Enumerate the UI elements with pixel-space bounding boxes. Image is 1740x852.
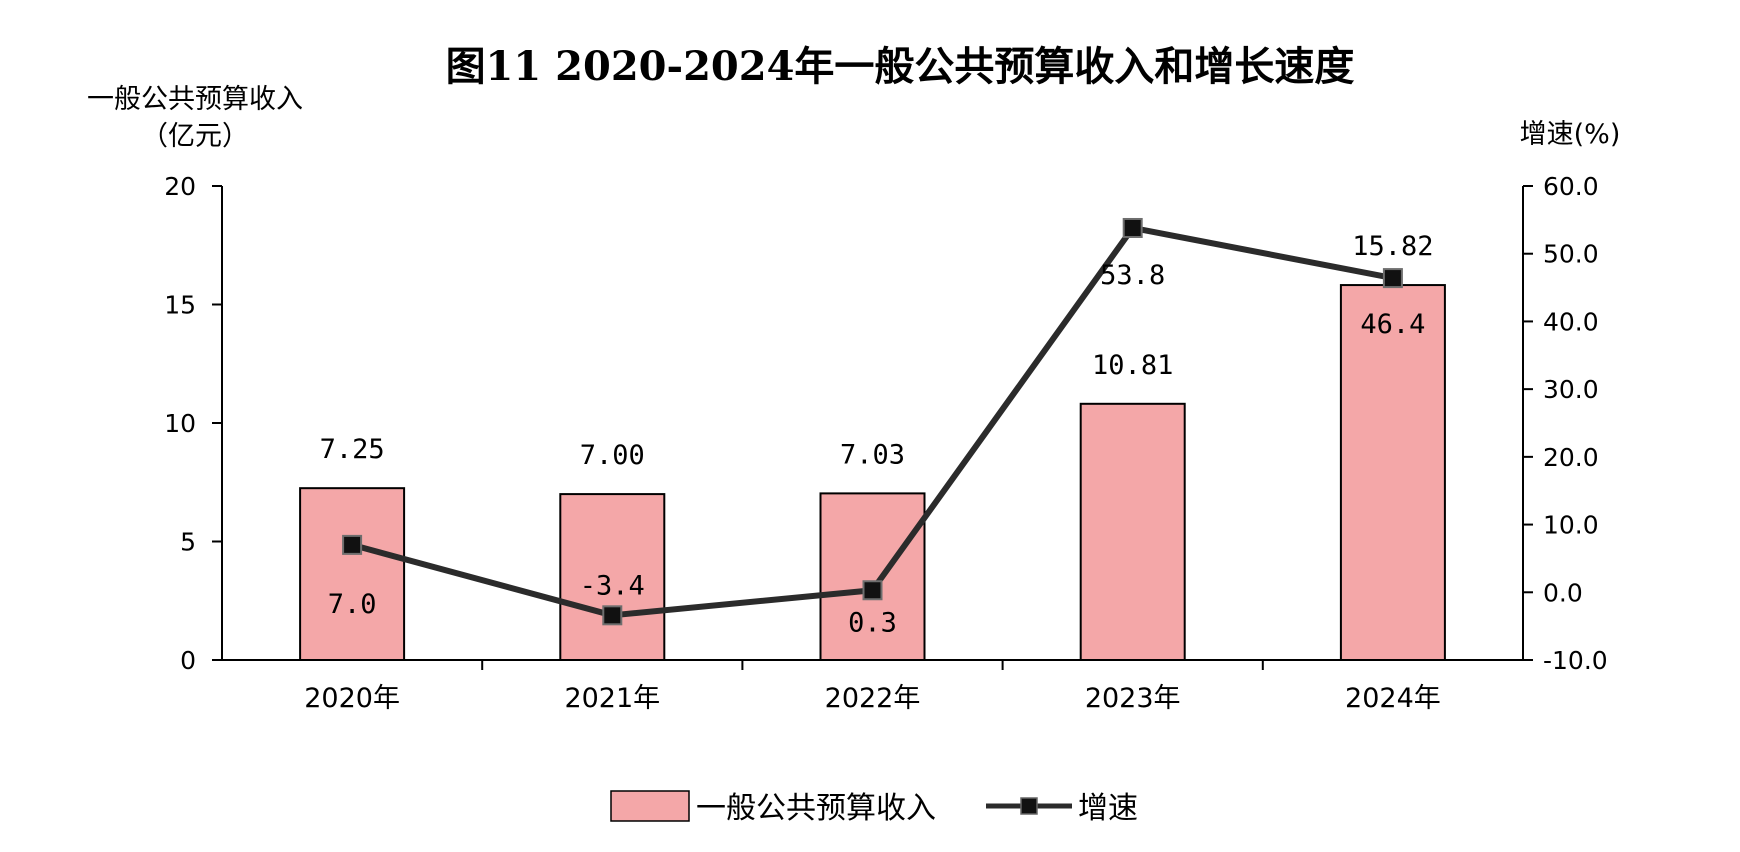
right-tick-label: 30.0 [1543,375,1599,404]
bars-group [299,284,1446,661]
bar-value-label: 7.03 [840,439,905,470]
data-labels-group: 7.25 7.00 7.03 10.81 15.82 7.0 -3.4 0.3 53.8 46.4 [320,231,1434,638]
growth-marker [342,534,363,555]
legend-line-marker [1020,797,1038,815]
left-tick-label: 20 [164,172,196,201]
bar [1339,284,1446,661]
right-tick-label: -10.0 [1543,646,1608,675]
bar-value-label: 7.25 [320,434,385,465]
legend-line-label: 增速 [1078,791,1138,826]
growth-marker [1122,217,1143,238]
left-tick-label: 0 [180,646,196,675]
right-tick-label: 20.0 [1543,443,1599,472]
right-tick-label: 60.0 [1543,172,1599,201]
bar-value-label: 7.00 [580,440,645,471]
x-category-label: 2020年 [304,683,400,714]
growth-value-label: 7.0 [328,589,377,620]
right-tick-label: 50.0 [1543,240,1599,269]
right-tick-label: 0.0 [1543,578,1583,607]
growth-marker [862,580,883,601]
legend-bar-label: 一般公共预算收入 [696,791,936,826]
growth-value-label: 0.3 [848,607,897,638]
growth-value-label: 46.4 [1360,309,1425,340]
bar-value-label: 15.82 [1352,231,1433,262]
left-tick-label: 15 [164,291,196,320]
x-category-label: 2021年 [564,683,660,714]
left-axis-title-line2: （亿元） [141,121,249,152]
bar [819,492,926,661]
bar [299,487,406,661]
left-axis-title-line1: 一般公共预算收入 [87,84,303,115]
legend-bar-swatch [610,790,690,822]
right-axis-title: 增速(%) [1520,119,1621,150]
growth-marker [1382,268,1403,289]
growth-value-label: -3.4 [580,570,645,601]
growth-value-label: 53.8 [1100,260,1165,291]
line-group [342,217,1403,626]
bar [559,493,666,661]
right-tick-label: 10.0 [1543,511,1599,540]
bar-value-label: 10.81 [1092,350,1173,381]
bar [1079,402,1186,661]
chart-title: 图11 2020-2024年一般公共预算收入和增长速度 [446,43,1355,90]
x-category-label: 2023年 [1085,683,1181,714]
legend: 一般公共预算收入 增速 [610,790,1138,826]
left-tick-label: 5 [180,528,196,557]
x-category-label: 2024年 [1345,683,1441,714]
right-tick-label: 40.0 [1543,307,1599,336]
x-category-label: 2022年 [825,683,921,714]
growth-marker [602,605,623,626]
left-tick-label: 10 [164,409,196,438]
axes-group: 0 5 10 15 20 -10.0 0.0 10.0 20.0 30.0 40.0 50.0 60.0… [164,172,1608,714]
